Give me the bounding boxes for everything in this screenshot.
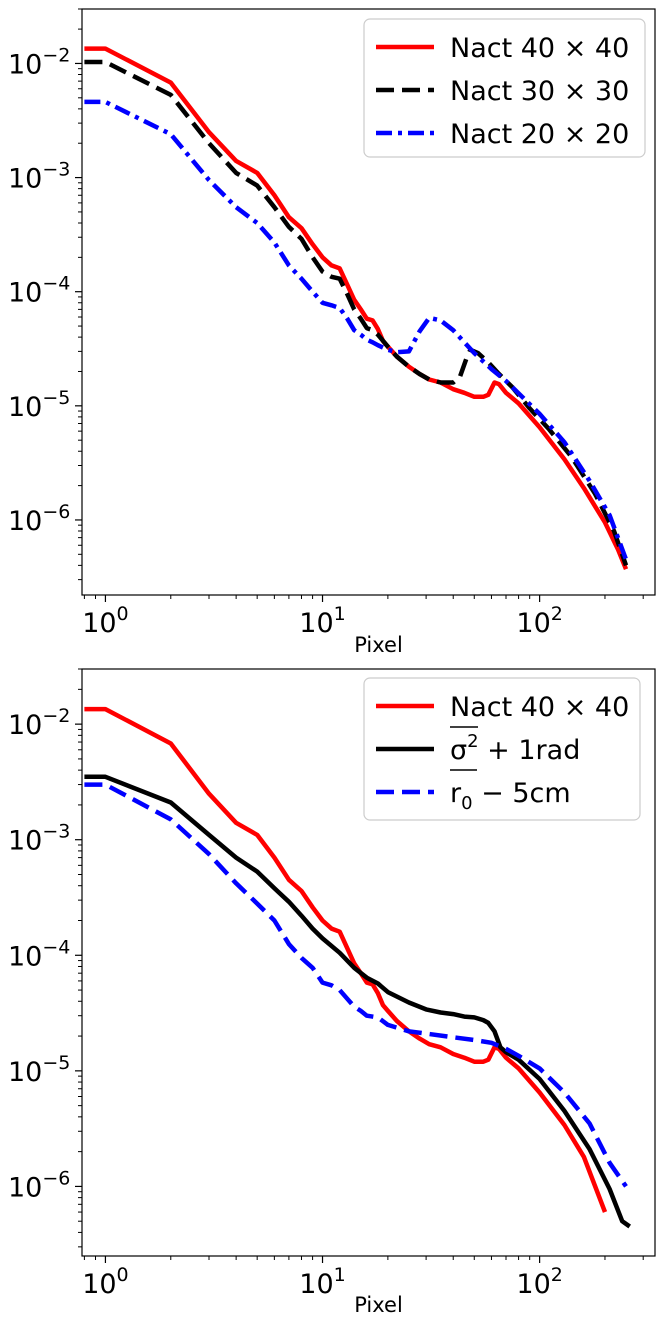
x-tick-label: 100 [82, 1264, 128, 1300]
legend-box [363, 18, 646, 158]
top-panel: 100 101 102 10−2 10−3 10−4 10−5 10−6 Pixel Nact 4… [8, 8, 656, 657]
y-tick-label: 10−2 [8, 44, 70, 80]
legend-label: Nact 20 × 20 [450, 119, 629, 150]
bottom-panel: 100 101 102 10−2 10−3 10−4 10−5 10−6 Pixel Nact 4… [8, 668, 656, 1317]
y-tick-label: 10−3 [8, 821, 70, 857]
y-tick-label: 10−4 [8, 936, 70, 972]
y-tick-label: 10−6 [8, 501, 70, 537]
y-tick-label: 10−5 [8, 387, 70, 423]
legend-label: Nact 40 × 40 [450, 33, 629, 64]
legend-label: σ2 + 1rad [450, 731, 580, 766]
legend: Nact 40 × 40 σ2 + 1rad r0 − 5cm [363, 677, 641, 821]
series-line-3 [84, 99, 629, 561]
x-axis-label: Pixel [354, 1293, 403, 1317]
plot-frame [81, 8, 656, 596]
series-line-1 [84, 706, 608, 1213]
y-tick-label: 10−2 [8, 705, 70, 741]
y-tick-label: 10−6 [8, 1167, 70, 1203]
x-tick-label: 101 [299, 603, 345, 639]
x-tick-label: 100 [82, 603, 128, 639]
legend-label: r0 − 5cm [450, 778, 571, 814]
y-tick-label: 10−5 [8, 1052, 70, 1088]
legend-label: Nact 40 × 40 [450, 692, 629, 723]
legend-box [363, 677, 641, 821]
series-line-2 [84, 774, 631, 1229]
x-axis-label: Pixel [354, 633, 403, 657]
y-tick-label: 10−3 [8, 159, 70, 195]
x-tick-label: 102 [516, 603, 562, 639]
series-line-3 [84, 782, 628, 1188]
legend: Nact 40 × 40 Nact 30 × 30 Nact 20 × 20 [363, 18, 646, 158]
x-tick-label: 102 [516, 1264, 562, 1300]
legend-label: Nact 30 × 30 [450, 76, 629, 107]
plot-frame [81, 668, 656, 1257]
y-tick-label: 10−4 [8, 273, 70, 309]
x-tick-label: 101 [299, 1264, 345, 1300]
